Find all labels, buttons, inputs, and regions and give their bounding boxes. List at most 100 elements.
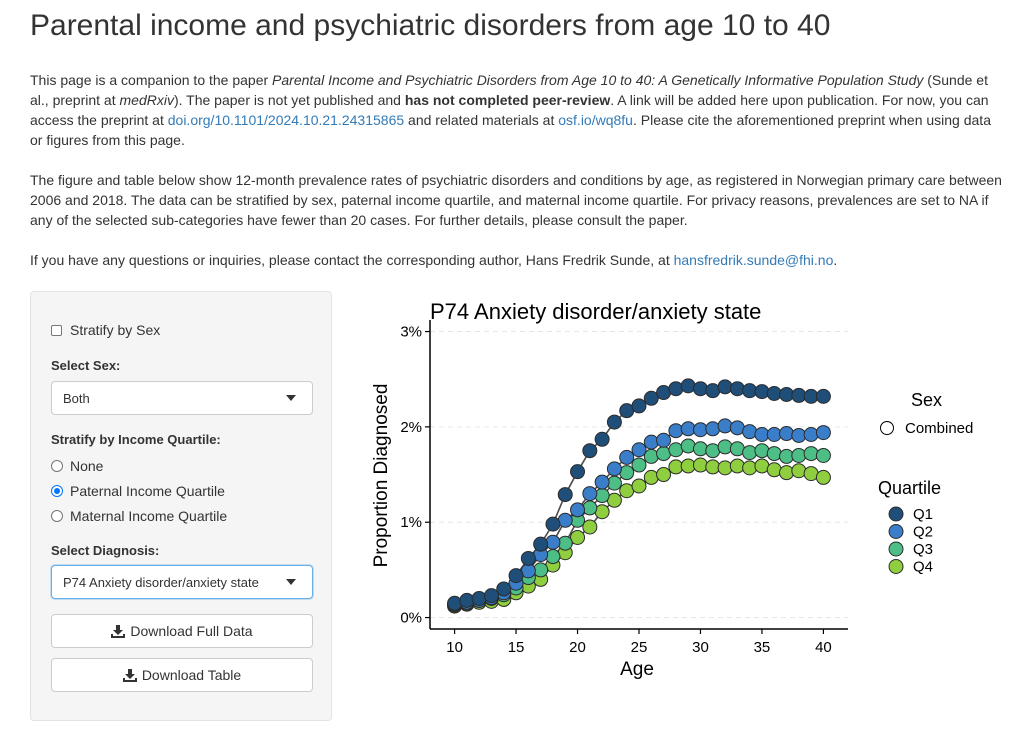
- data-point-q3: [692, 441, 708, 457]
- data-point-q1: [496, 581, 512, 597]
- y-tick-label: 3%: [400, 324, 422, 341]
- data-point-q1: [643, 390, 659, 406]
- radio-income-maternal[interactable]: Maternal Income Quartile: [51, 508, 227, 524]
- radio-circle-checked[interactable]: [51, 485, 63, 497]
- prevalence-chart: P74 Anxiety disorder/anxiety state 0% 1% 2%…: [340, 292, 1010, 692]
- data-point-q1: [508, 568, 524, 584]
- data-point-q1: [717, 379, 733, 395]
- data-point-q3: [717, 439, 733, 455]
- x-tick-label: 15: [508, 639, 525, 656]
- data-point-q4: [766, 462, 782, 478]
- stratify-sex-checkbox[interactable]: Stratify by Sex: [51, 322, 160, 338]
- data-point-q2: [582, 486, 598, 502]
- select-diagnosis-dropdown[interactable]: P74 Anxiety disorder/anxiety state: [51, 565, 313, 599]
- data-point-q1: [606, 414, 622, 430]
- data-point-q2: [779, 426, 795, 442]
- legend-title-sex: Sex: [911, 390, 942, 410]
- doi-link[interactable]: doi.org/10.1101/2024.10.21.24315865: [167, 112, 405, 128]
- select-diagnosis-value: P74 Anxiety disorder/anxiety state: [63, 574, 259, 590]
- legend-label-q4: Q4: [913, 559, 933, 576]
- download-table-button[interactable]: Download Table: [51, 658, 313, 692]
- stratify-sex-label: Stratify by Sex: [70, 322, 161, 338]
- data-point-q4: [656, 467, 672, 483]
- intro-paragraph-2: The figure and table below show 12-month…: [30, 172, 1002, 228]
- download-icon: [122, 668, 137, 682]
- data-point-q3: [791, 447, 807, 463]
- data-point-q4: [631, 478, 647, 494]
- legend-key-q2: [888, 524, 904, 539]
- checkbox-box[interactable]: [51, 324, 62, 336]
- sidebar-panel: Stratify by Sex Select Sex: Both Stratif…: [30, 291, 332, 721]
- download-icon: [111, 624, 126, 638]
- data-point-q2: [619, 449, 635, 465]
- data-point-q1: [459, 592, 475, 608]
- intro-text-segment: ). The paper is not yet published and: [173, 92, 405, 108]
- legend-label-q3: Q3: [913, 541, 933, 558]
- radio-label: None: [70, 458, 104, 474]
- data-point-q3: [742, 445, 758, 461]
- email-link[interactable]: hansfredrik.sunde@fhi.no: [673, 252, 834, 268]
- legend-key-q3: [888, 541, 904, 557]
- download-full-data-button[interactable]: Download Full Data: [51, 614, 313, 648]
- legend-key-q1: [888, 506, 904, 522]
- x-axis-label: Age: [620, 659, 654, 680]
- data-point-q4: [570, 529, 586, 545]
- legend-label-q1: Q1: [913, 506, 933, 523]
- intro-text-segment: This page is a companion to the paper: [30, 72, 273, 88]
- data-point-q1: [729, 381, 745, 397]
- radio-income-paternal[interactable]: Paternal Income Quartile: [51, 483, 225, 499]
- paper-title: Parental Income and Psychiatric Disorder…: [272, 72, 924, 88]
- data-point-q3: [545, 549, 561, 565]
- data-point-q3: [631, 457, 647, 473]
- intro-text-segment: (Sunde et al., preprint at: [30, 72, 988, 108]
- data-point-q1: [483, 588, 499, 604]
- data-point-q4: [717, 460, 733, 476]
- data-point-q1: [680, 378, 696, 394]
- select-sex-value: Both: [63, 390, 90, 406]
- data-point-q2: [717, 418, 733, 434]
- data-point-q4: [815, 469, 831, 485]
- y-tick-label: 1%: [400, 514, 422, 531]
- data-point-q1: [557, 487, 573, 503]
- data-point-q4: [791, 463, 807, 479]
- legend-key-sex: [880, 421, 894, 435]
- x-tick-label: 25: [631, 639, 648, 656]
- data-point-q3: [754, 443, 770, 459]
- data-point-q1: [533, 536, 549, 552]
- legend-title-quartile: Quartile: [878, 478, 941, 498]
- intro-paragraph-1: This page is a companion to the paper Pa…: [30, 70, 1005, 150]
- select-diagnosis-label: Select Diagnosis:: [51, 543, 160, 558]
- x-tick-label: 30: [692, 639, 709, 656]
- chevron-down-icon: [286, 395, 296, 401]
- income-quartile-label: Stratify by Income Quartile:: [51, 432, 221, 447]
- data-point-q1: [570, 464, 586, 480]
- data-point-q2: [656, 432, 672, 448]
- peer-review-notice: has not completed peer-review: [404, 92, 611, 108]
- medrxiv-name: medRxiv: [119, 92, 174, 108]
- data-point-q3: [643, 448, 659, 464]
- data-point-q2: [631, 442, 647, 458]
- radio-circle[interactable]: [51, 460, 63, 472]
- chevron-down-icon: [286, 579, 296, 585]
- data-point-q2: [742, 424, 758, 440]
- data-point-q2: [803, 427, 819, 443]
- legend-label-sex: Combined: [905, 420, 973, 437]
- data-point-q2: [643, 434, 659, 450]
- x-tick-label: 20: [569, 639, 586, 656]
- data-point-q2: [668, 423, 684, 439]
- osf-link[interactable]: osf.io/wq8fu: [558, 112, 633, 128]
- x-tick-label: 35: [754, 639, 771, 656]
- radio-circle[interactable]: [51, 510, 63, 522]
- data-point-q1: [594, 431, 610, 447]
- radio-label: Maternal Income Quartile: [70, 508, 228, 524]
- select-sex-dropdown[interactable]: Both: [51, 381, 313, 415]
- intro-paragraph-3: If you have any questions or inquiries, …: [30, 250, 1005, 270]
- radio-income-none[interactable]: None: [51, 458, 103, 474]
- intro-text-segment: . Please cite the aforementioned preprin…: [30, 112, 991, 148]
- data-point-q2: [594, 474, 610, 490]
- data-point-q3: [594, 488, 610, 504]
- data-point-q3: [766, 446, 782, 462]
- data-point-q1: [471, 590, 487, 606]
- data-point-q4: [643, 469, 659, 485]
- legend-label-q2: Q2: [913, 524, 933, 541]
